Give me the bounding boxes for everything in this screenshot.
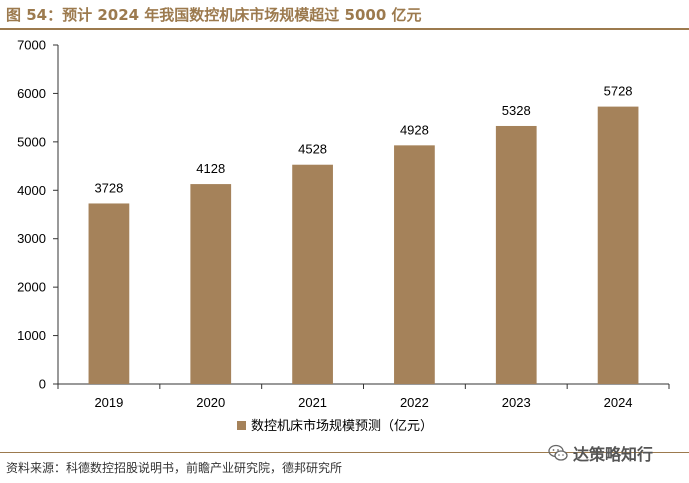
x-tick-label: 2022: [400, 395, 429, 410]
legend-label: 数控机床市场规模预测（亿元）: [251, 418, 433, 434]
title-rule: [0, 28, 689, 30]
x-tick-label: 2023: [502, 395, 531, 410]
footer-rule: [0, 452, 689, 453]
x-tick-label: 2024: [604, 395, 633, 410]
x-tick-label: 2020: [196, 395, 225, 410]
y-tick-label: 4000: [17, 183, 46, 198]
data-label-2019: 3728: [94, 180, 123, 195]
wechat-icon: [548, 444, 568, 461]
y-tick-label: 0: [39, 377, 46, 392]
bar-2023: [495, 125, 537, 385]
x-tick-label: 2019: [94, 395, 123, 410]
x-tick-label: 2021: [298, 395, 327, 410]
legend-swatch: [237, 421, 246, 430]
y-tick-label: 6000: [17, 86, 46, 101]
y-tick-label: 1000: [17, 328, 46, 343]
bar-2024: [597, 106, 639, 385]
y-axis: 0 1000 2000 3000 4000 5000 6000 7000: [17, 38, 59, 392]
bar-2022: [394, 145, 435, 384]
x-axis: 2019 2020 2021 2022 2023 2024: [57, 383, 670, 410]
figure-title: 图 54：预计 2024 年我国数控机床市场规模超过 5000 亿元: [6, 6, 422, 24]
data-label-2023: 5328: [502, 103, 531, 118]
data-labels: 3728 4128 4528 4928 5328 5728: [94, 84, 632, 196]
bars: [88, 106, 639, 385]
y-tick-label: 7000: [17, 38, 46, 53]
source-note: 资料来源：科德数控招股说明书，前瞻产业研究院，德邦研究所: [6, 461, 343, 475]
watermark-text: 达策略知行: [573, 445, 654, 464]
data-label-2022: 4928: [400, 122, 429, 137]
y-tick-label: 2000: [17, 280, 46, 295]
data-label-2021: 4528: [298, 142, 327, 157]
legend: 数控机床市场规模预测（亿元）: [237, 418, 433, 434]
watermark: 达策略知行: [548, 440, 653, 466]
y-tick-label: 3000: [17, 231, 46, 246]
data-label-2024: 5728: [604, 84, 633, 99]
data-label-2020: 4128: [196, 161, 225, 176]
bar-2021: [292, 164, 333, 384]
bar-2020: [190, 184, 232, 384]
bar-2019: [88, 203, 130, 384]
y-tick-label: 5000: [17, 134, 46, 149]
